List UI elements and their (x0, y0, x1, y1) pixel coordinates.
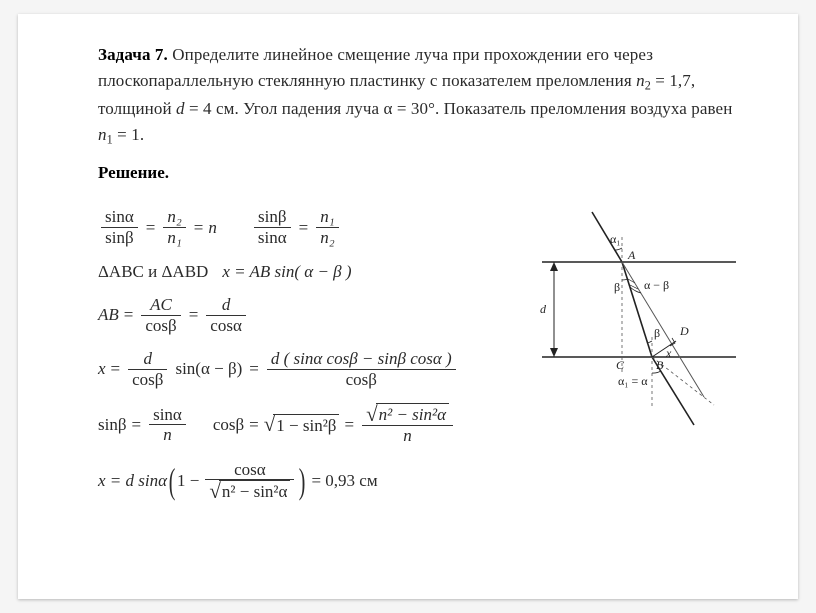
refraction-diagram: d (499, 201, 750, 417)
svg-text:α₁ = α: α₁ = α (618, 374, 648, 388)
svg-text:x: x (665, 346, 672, 360)
svg-text:B: B (656, 358, 664, 372)
svg-text:d: d (540, 302, 547, 316)
problem-body: Определите линейное смещение луча при пр… (98, 45, 732, 144)
svg-text:C: C (616, 358, 625, 372)
problem-title: Задача 7. (98, 45, 168, 64)
formula-line-4: x = d cosβ sin(α − β) = d ( sinα cosβ − … (98, 349, 459, 389)
formula-line-3: AB = AC cosβ = d cosα (98, 295, 459, 335)
svg-text:A: A (627, 248, 636, 262)
formula-line-1: sinα sinβ = n₂ n₁ = n sinβ sinα (98, 207, 459, 247)
formula-line-2: ΔABC и ΔABD x = AB sin( α − β ) (98, 262, 459, 282)
svg-text:β: β (654, 326, 660, 340)
svg-text:α − β: α − β (644, 278, 669, 292)
formula-line-5: sinβ = sinα n cosβ = √ 1 − sin²β = (98, 403, 459, 446)
document-page: Задача 7. Определите линейное смещение л… (18, 14, 798, 599)
svg-text:α₁: α₁ (610, 232, 620, 246)
solution-heading: Решение. (98, 163, 750, 183)
formula-line-6: x = d sinα ( 1 − cosα √ n² − sin²α ) = 0… (98, 460, 459, 503)
svg-text:β: β (614, 280, 620, 294)
problem-statement: Задача 7. Определите линейное смещение л… (98, 42, 750, 149)
formula-block: sinα sinβ = n₂ n₁ = n sinβ sinα (98, 201, 459, 516)
svg-text:D: D (679, 324, 689, 338)
